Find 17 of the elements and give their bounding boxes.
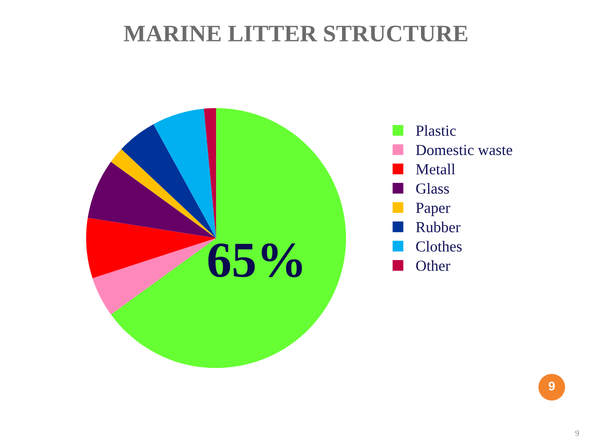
legend-label: Other (416, 260, 450, 271)
text: 9 (575, 430, 579, 436)
legend-label: Rubber (416, 222, 460, 232)
legend-label: Glass (416, 182, 449, 194)
pie-slice (153, 108, 216, 238)
legend-label: Clothes (416, 240, 462, 252)
legend-label: Paper (416, 202, 450, 216)
chart-title: MARINE LITTER STRUCTURE (124, 26, 468, 42)
data-label: 65% (208, 243, 302, 278)
pie-slice (88, 162, 216, 238)
pie-slice (121, 124, 216, 238)
legend-label: Domestic waste (416, 144, 512, 156)
pie-slice (110, 108, 346, 368)
legend-label: Plastic (416, 125, 456, 136)
text: 9 (548, 382, 555, 391)
pie-slice (110, 149, 216, 238)
legend-label: Metall (416, 164, 456, 174)
